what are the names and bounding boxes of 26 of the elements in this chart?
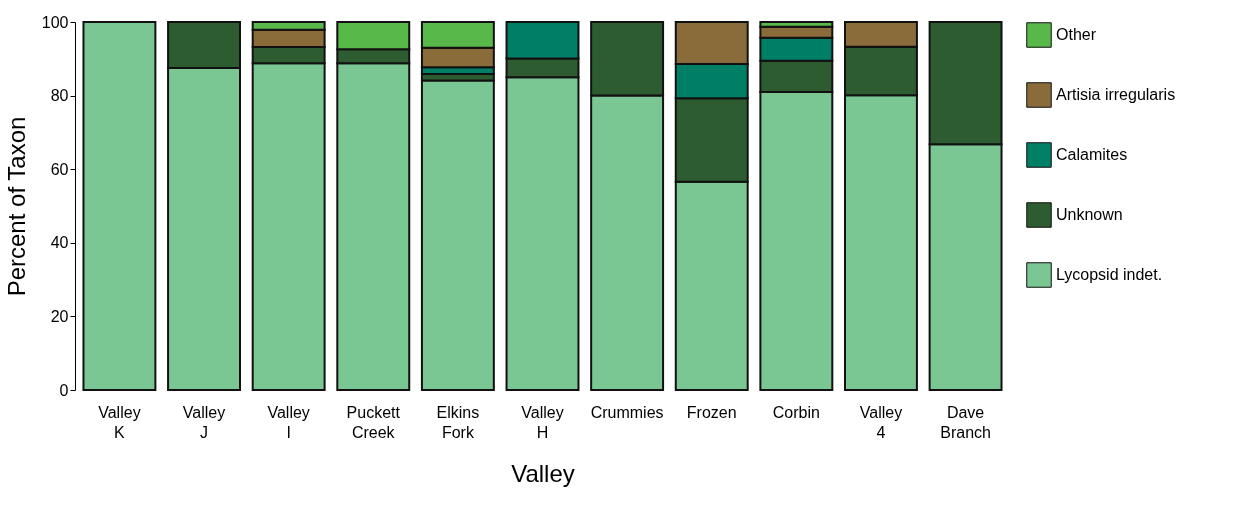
legend-label: Calamites <box>1056 146 1128 163</box>
y-tick-label: 60 <box>50 160 69 178</box>
y-tick-label: 0 <box>59 381 69 399</box>
y-tick-label: 100 <box>41 13 69 31</box>
x-tick-label: Valley 4 <box>859 403 903 441</box>
x-tick-label: Puckett Creek <box>346 403 401 441</box>
x-axis-title: Valley <box>511 459 575 487</box>
x-tick-label: Frozen <box>686 403 737 421</box>
x-tick-label: Corbin <box>772 403 820 421</box>
y-axis-title: Percent of Taxon <box>2 116 30 297</box>
legend-label: Other <box>1056 26 1097 43</box>
y-tick-label: 40 <box>50 234 69 252</box>
legend-label: Lycopsid indet. <box>1056 266 1163 283</box>
x-tick-label: Valley H <box>521 403 564 441</box>
legend-label: Artisia irregularis <box>1056 86 1176 103</box>
x-tick-label: Dave Branch <box>940 403 991 441</box>
legend-label: Unknown <box>1056 206 1123 223</box>
x-tick-label: Valley J <box>182 403 226 441</box>
x-tick-label: Crummies <box>590 403 664 421</box>
x-tick-label: Valley K <box>98 403 141 441</box>
y-tick-label: 80 <box>50 87 69 105</box>
bar <box>420 79 495 391</box>
bar <box>82 21 157 391</box>
x-tick-label: Valley I <box>267 403 310 441</box>
x-tick-label: Elkins Fork <box>436 403 480 441</box>
y-tick-label: 20 <box>50 307 69 325</box>
